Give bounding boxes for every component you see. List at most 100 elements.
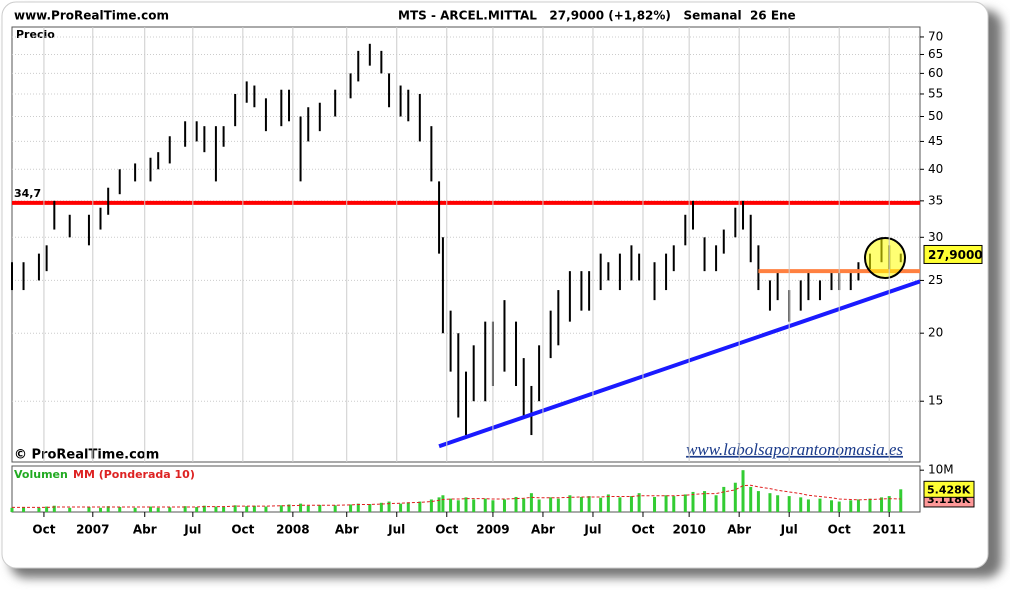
x-tick-label: 2010 <box>672 523 705 537</box>
title: MTS - ARCEL.MITTAL 27,9000 (+1,82%) Sema… <box>398 9 796 23</box>
volume-bar <box>733 482 737 512</box>
volume-bar <box>776 495 780 512</box>
volume-bar <box>483 498 487 512</box>
volume-bar <box>406 502 410 512</box>
x-tick-label: Jul <box>583 523 601 537</box>
volume-bar <box>653 496 657 512</box>
volume-bar <box>87 506 91 512</box>
volume-bar <box>306 505 310 512</box>
volume-bar <box>606 494 610 512</box>
volume-bar <box>537 499 541 512</box>
y-tick-label: 50 <box>928 109 943 123</box>
volume-bar <box>245 506 249 512</box>
volume-bar <box>299 503 303 512</box>
volume-bar <box>683 494 687 512</box>
volume-bar <box>637 493 641 512</box>
volume-bar <box>98 507 102 512</box>
volume-bar <box>156 507 160 512</box>
volume-bar <box>464 497 468 512</box>
x-tick-label: Abr <box>531 523 555 537</box>
x-tick-label: Abr <box>133 523 157 537</box>
volume-bar <box>799 497 803 512</box>
site: www.ProRealTime.com <box>14 9 169 23</box>
last-volume-box <box>923 480 975 498</box>
volume-bar <box>222 506 226 512</box>
volume-bar <box>672 496 676 512</box>
volume-bar <box>45 506 49 512</box>
volume-bar <box>830 500 834 512</box>
x-tick-label: 2008 <box>276 523 309 537</box>
volume-bar <box>749 486 753 512</box>
volume-bar <box>233 505 237 512</box>
volume-bar <box>287 504 291 512</box>
volume-bar <box>818 498 822 512</box>
volume-bar <box>429 499 433 512</box>
x-tick-label: Oct <box>631 523 654 537</box>
x-tick-label: 2007 <box>76 523 109 537</box>
legend-ma: MM (Ponderada 10) <box>73 468 195 481</box>
last-price-label: 27,9000 <box>928 248 983 262</box>
volume-bar <box>587 496 591 512</box>
volume-bar <box>441 495 445 512</box>
volume-bar <box>514 496 518 512</box>
volume-bar <box>722 486 726 512</box>
watermark: © ProRealTime.com <box>14 448 159 463</box>
volume-bar <box>868 498 872 512</box>
volume-bar <box>252 505 256 512</box>
volume-bar <box>768 493 772 512</box>
volume-bar <box>502 499 506 512</box>
x-tick-label: Jul <box>780 523 798 537</box>
volume-bar <box>106 506 110 512</box>
volume-bar <box>387 501 391 512</box>
volume-bar <box>629 496 633 512</box>
y-tick-label: 45 <box>928 134 943 148</box>
volume-bar <box>880 497 884 512</box>
volume-bar <box>202 505 206 512</box>
volume-bar <box>149 506 153 512</box>
y-tick-label: 60 <box>928 66 943 80</box>
volume-bar <box>318 504 322 512</box>
volume-bar <box>472 499 476 512</box>
volume-bar <box>664 495 668 512</box>
x-tick-label: Abr <box>727 523 751 537</box>
volume-bar <box>68 507 72 512</box>
volume-bar <box>118 506 122 512</box>
volume-bar <box>806 499 810 512</box>
volume-bar <box>10 507 14 512</box>
volume-bar <box>368 504 372 512</box>
x-tick-label: Oct <box>231 523 254 537</box>
volume-bar <box>418 501 422 512</box>
volume-bar <box>599 497 603 512</box>
volume-bar <box>349 504 353 512</box>
moving-average <box>12 484 901 508</box>
volume-bar <box>456 500 460 512</box>
volume-bar <box>837 501 841 512</box>
volume-bar <box>618 497 622 512</box>
y-tick-label: 35 <box>928 193 943 207</box>
volume-bar <box>691 491 695 512</box>
x-tick-label: 2009 <box>476 523 509 537</box>
x-tick-label: 2011 <box>873 523 906 537</box>
volume-bar <box>379 502 383 512</box>
volume-bar <box>741 470 745 512</box>
y-tick-label: 65 <box>928 47 943 61</box>
volume-bar <box>714 495 718 512</box>
y-tick-label: 55 <box>928 86 943 100</box>
volume-bar <box>787 496 791 512</box>
last-price-box <box>923 244 983 264</box>
volume-bar <box>356 503 360 512</box>
y-tick-label: 10M <box>928 463 954 477</box>
volume-bar <box>529 493 533 512</box>
volume-bar <box>37 507 41 512</box>
volume-bar <box>168 507 172 512</box>
volume-bar <box>279 505 283 512</box>
y-tick-label: 25 <box>928 273 943 287</box>
volume-bar <box>214 506 218 512</box>
volume-bar <box>849 500 853 512</box>
y-tick-label: 30 <box>928 230 943 244</box>
volume-bar <box>22 506 26 512</box>
volume-bar <box>491 500 495 512</box>
volume-bar <box>549 497 553 512</box>
y-tick-label: 20 <box>928 326 943 340</box>
